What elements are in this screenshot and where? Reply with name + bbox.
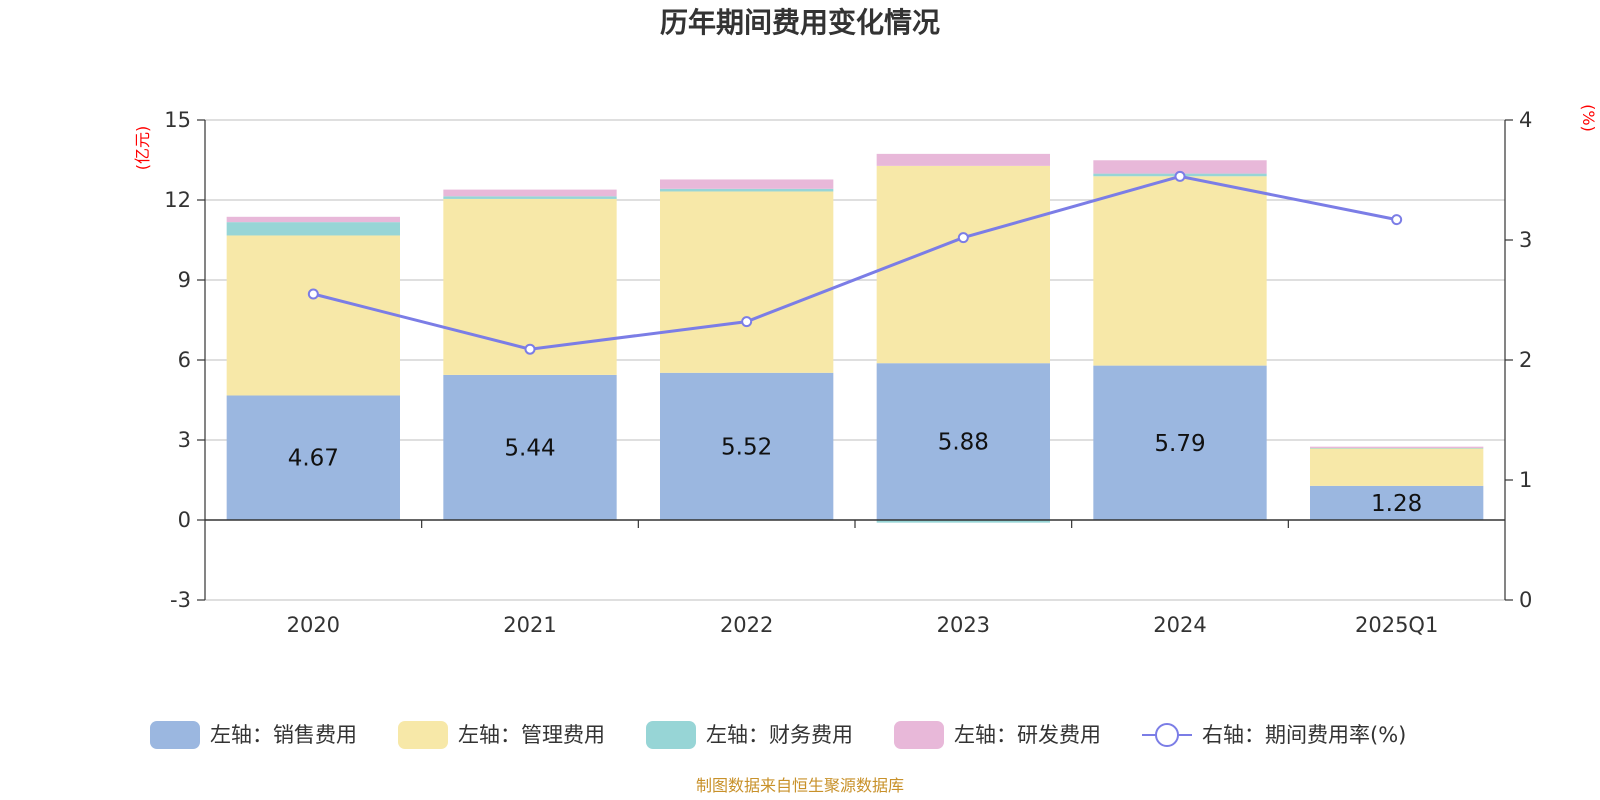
bar-segment (226, 235, 400, 396)
left-tick-label: 15 (164, 108, 191, 132)
source-note: 制图数据来自恒生聚源数据库 (696, 776, 904, 795)
bar-value-label: 5.79 (1154, 431, 1205, 457)
legend-label: 左轴：管理费用 (458, 723, 605, 747)
rate-point (524, 343, 536, 355)
left-tick-label: 12 (164, 188, 191, 212)
right-tick-label: 2 (1519, 348, 1532, 372)
x-category-label: 2021 (503, 613, 556, 637)
left-tick-label: 0 (178, 508, 191, 532)
left-axis: -3 0 3 6 9 12 15 (164, 108, 206, 612)
bar-segment (443, 374, 617, 520)
rate-point (741, 316, 753, 328)
right-axis: 0 1 2 3 4 (1504, 108, 1532, 612)
bar-segment (1093, 176, 1267, 366)
bar-segment (443, 196, 617, 199)
legend: 左轴：销售费用 左轴：管理费用 左轴：财务费用 左轴：研发费用 右轴：期间费用率(%) (150, 721, 1406, 749)
rate-line-series (307, 170, 1403, 355)
legend-label: 左轴：销售费用 (210, 723, 357, 747)
bar-value-label: 4.67 (288, 446, 339, 472)
left-tick-label: 9 (178, 268, 191, 292)
bar-segment (876, 165, 1050, 364)
x-category-label: 2025Q1 (1355, 613, 1438, 637)
left-tick-label: 6 (178, 348, 191, 372)
right-tick-label: 4 (1519, 108, 1532, 132)
bar-segment (876, 153, 1050, 166)
bar-segment (660, 179, 834, 189)
bar-segment (660, 191, 834, 373)
rate-point (307, 288, 319, 300)
bar-segment (1310, 448, 1484, 486)
legend-swatch (646, 721, 696, 749)
x-category-label: 2022 (720, 613, 773, 637)
bar-segment (660, 188, 834, 192)
left-tick-label: 3 (178, 428, 191, 452)
left-tick-label: -3 (170, 588, 191, 612)
legend-swatch (150, 721, 200, 749)
bar-segment (226, 395, 400, 520)
legend-label: 左轴：研发费用 (954, 723, 1101, 747)
right-tick-label: 3 (1519, 228, 1532, 252)
chart-title: 历年期间费用变化情况 (660, 6, 940, 39)
bar-segment (226, 222, 400, 236)
bar-value-label: 5.88 (938, 430, 989, 456)
legend-swatch (894, 721, 944, 749)
legend-swatch (398, 721, 448, 749)
bar-segment (443, 189, 617, 197)
x-category-label: 2024 (1153, 613, 1206, 637)
bar-segment (876, 363, 1050, 520)
bar-value-label: 5.52 (721, 434, 772, 460)
rate-line (312, 174, 1397, 351)
bar-segment (1093, 160, 1267, 174)
x-category-label: 2023 (937, 613, 990, 637)
rate-point (1391, 214, 1403, 226)
left-axis-unit: (亿元) (133, 126, 152, 171)
bar-segment (1310, 446, 1484, 448)
bar-segment (226, 216, 400, 223)
bar-segment (1310, 448, 1484, 449)
rate-point (957, 232, 969, 244)
legend-label: 左轴：财务费用 (706, 723, 853, 747)
legend-label: 右轴：期间费用率(%) (1202, 723, 1406, 747)
rate-point (1174, 170, 1186, 182)
right-axis-unit: (%) (1579, 104, 1598, 132)
bar-value-label: 5.44 (504, 435, 555, 461)
x-category-label: 2020 (287, 613, 340, 637)
bar-data-labels: 4.67 5.44 5.52 5.88 5.79 1.28 (288, 430, 1423, 517)
bar-value-label: 1.28 (1371, 491, 1422, 517)
right-tick-label: 0 (1519, 588, 1532, 612)
grid-lines (205, 119, 1505, 601)
legend-circle-marker (1155, 723, 1179, 747)
bar-segment (876, 520, 1050, 523)
bar-series (226, 153, 1484, 523)
x-axis: 2020 2021 2022 2023 2024 2025Q1 (205, 519, 1505, 637)
right-tick-label: 1 (1519, 468, 1532, 492)
bar-segment (1310, 485, 1484, 520)
bar-segment (1093, 365, 1267, 520)
bar-segment (660, 372, 834, 520)
